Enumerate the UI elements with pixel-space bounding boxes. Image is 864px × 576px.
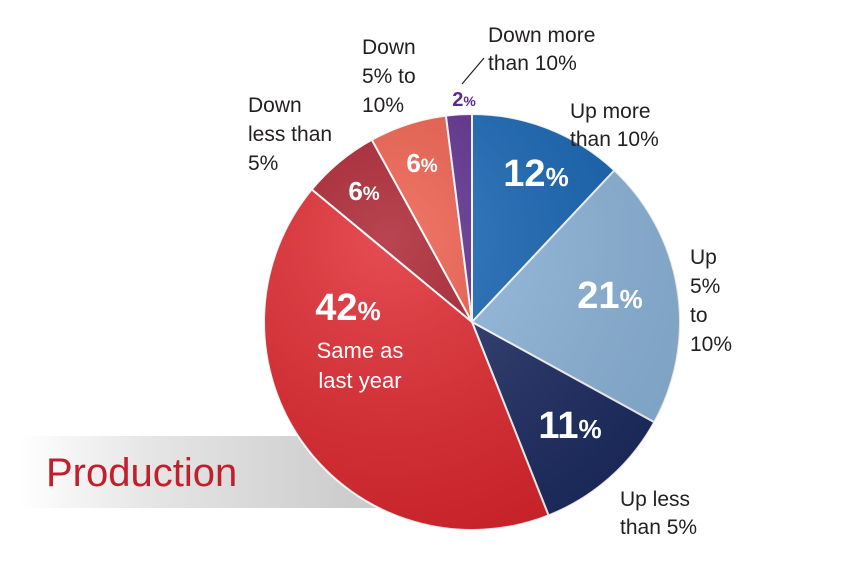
slice-category-label-6: Down <box>362 36 416 59</box>
pie-shading <box>264 114 680 530</box>
slice-category-label-6: 10% <box>362 94 404 117</box>
slice-category-label-1: Up more <box>570 100 651 123</box>
slice-inside-note: last year <box>318 368 401 393</box>
slice-value-label-1: 12% <box>503 153 568 195</box>
slice-category-label-2: 5% <box>690 275 720 298</box>
slice-category-label-5: 5% <box>248 152 278 175</box>
slice-category-label-1: than 10% <box>570 128 659 151</box>
slice-category-label-5: less than <box>248 123 332 146</box>
slice-category-label-3: than 5% <box>620 516 697 539</box>
slice-value-label-3: 11% <box>538 405 601 447</box>
slice-value-label-5: 6% <box>348 176 379 206</box>
slice-category-label-7: Down more <box>488 24 595 47</box>
slice-category-label-2: 10% <box>690 333 732 356</box>
slice-value-label-6: 6% <box>406 148 437 178</box>
slice-value-label-7: 2% <box>452 89 476 111</box>
slice-category-label-6: 5% to <box>362 65 416 88</box>
slice-category-label-2: Up <box>690 246 717 269</box>
slice-category-label-7: than 10% <box>488 52 577 75</box>
leader-line <box>461 57 485 85</box>
chart-title: Production <box>46 451 237 495</box>
slice-category-label-5: Down <box>248 94 302 117</box>
slice-category-label-3: Up less <box>620 488 690 511</box>
slice-inside-note: Same as <box>317 338 404 363</box>
slice-value-label-2: 21% <box>577 275 642 317</box>
slice-category-label-2: to <box>690 304 708 327</box>
slice-value-label-4: 42% <box>315 287 380 329</box>
